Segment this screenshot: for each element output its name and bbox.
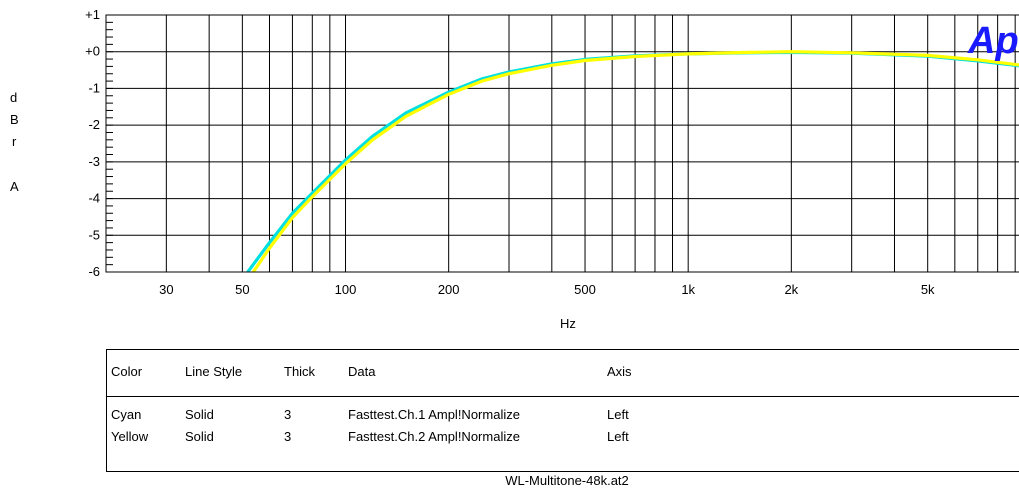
y-axis-label-letter: r (12, 134, 17, 149)
legend-row-thick: 3 (284, 407, 292, 422)
chart-series (246, 50, 1019, 272)
legend-row-line-style: Solid (185, 407, 214, 422)
x-tick-label: 100 (335, 282, 357, 297)
chart-axes: +1+0-1-2-3-4-5-630501002005001k2k5k10k (85, 7, 1019, 297)
plot-border (105, 14, 1019, 273)
y-tick-label: -2 (88, 117, 100, 132)
x-tick-label: 5k (921, 282, 935, 297)
y-axis-label-letter: A (10, 179, 19, 194)
legend-row-axis: Left (607, 429, 629, 444)
frequency-response-chart: +1+0-1-2-3-4-5-630501002005001k2k5k10k A… (85, 7, 1019, 331)
y-tick-label: -4 (88, 191, 100, 206)
y-tick-label: +0 (85, 44, 100, 59)
x-tick-label: 2k (784, 282, 798, 297)
legend-row-color: Cyan (111, 407, 142, 422)
y-tick-label: -3 (88, 154, 100, 169)
y-tick-label: -6 (88, 264, 100, 279)
legend-row-color: Yellow (111, 429, 149, 444)
legend-row-line-style: Solid (185, 429, 214, 444)
y-axis-label-letter: d (10, 90, 18, 105)
legend-header-thick: Thick (284, 364, 316, 379)
legend-header-data: Data (348, 364, 376, 379)
legend-row-data: Fasttest.Ch.1 Ampl!Normalize (348, 407, 520, 422)
y-tick-label: +1 (85, 7, 100, 22)
legend-row-thick: 3 (284, 429, 292, 444)
x-axis-label: Hz (560, 316, 576, 331)
file-name-caption: WL-Multitone-48k.at2 (505, 473, 629, 488)
x-tick-label: 1k (681, 282, 695, 297)
legend-table: Color Line Style Thick Data Axis Cyan So… (106, 349, 1019, 472)
legend-row-data: Fasttest.Ch.2 Ampl!Normalize (348, 429, 520, 444)
y-axis-label-letter: B (10, 112, 19, 127)
x-tick-label: 30 (159, 282, 173, 297)
y-tick-label: -1 (88, 80, 100, 95)
legend-divider (107, 396, 1019, 397)
series-line-yellow (252, 50, 1019, 272)
x-tick-label: 200 (438, 282, 460, 297)
logo-text: Ap (967, 20, 1019, 62)
y-tick-label: -5 (88, 227, 100, 242)
legend-row-axis: Left (607, 407, 629, 422)
legend-header-line-style: Line Style (185, 364, 243, 379)
legend-header-axis: Axis (607, 364, 632, 379)
x-tick-label: 500 (574, 282, 596, 297)
x-tick-label: 50 (235, 282, 249, 297)
legend-header-color: Color (111, 364, 143, 379)
